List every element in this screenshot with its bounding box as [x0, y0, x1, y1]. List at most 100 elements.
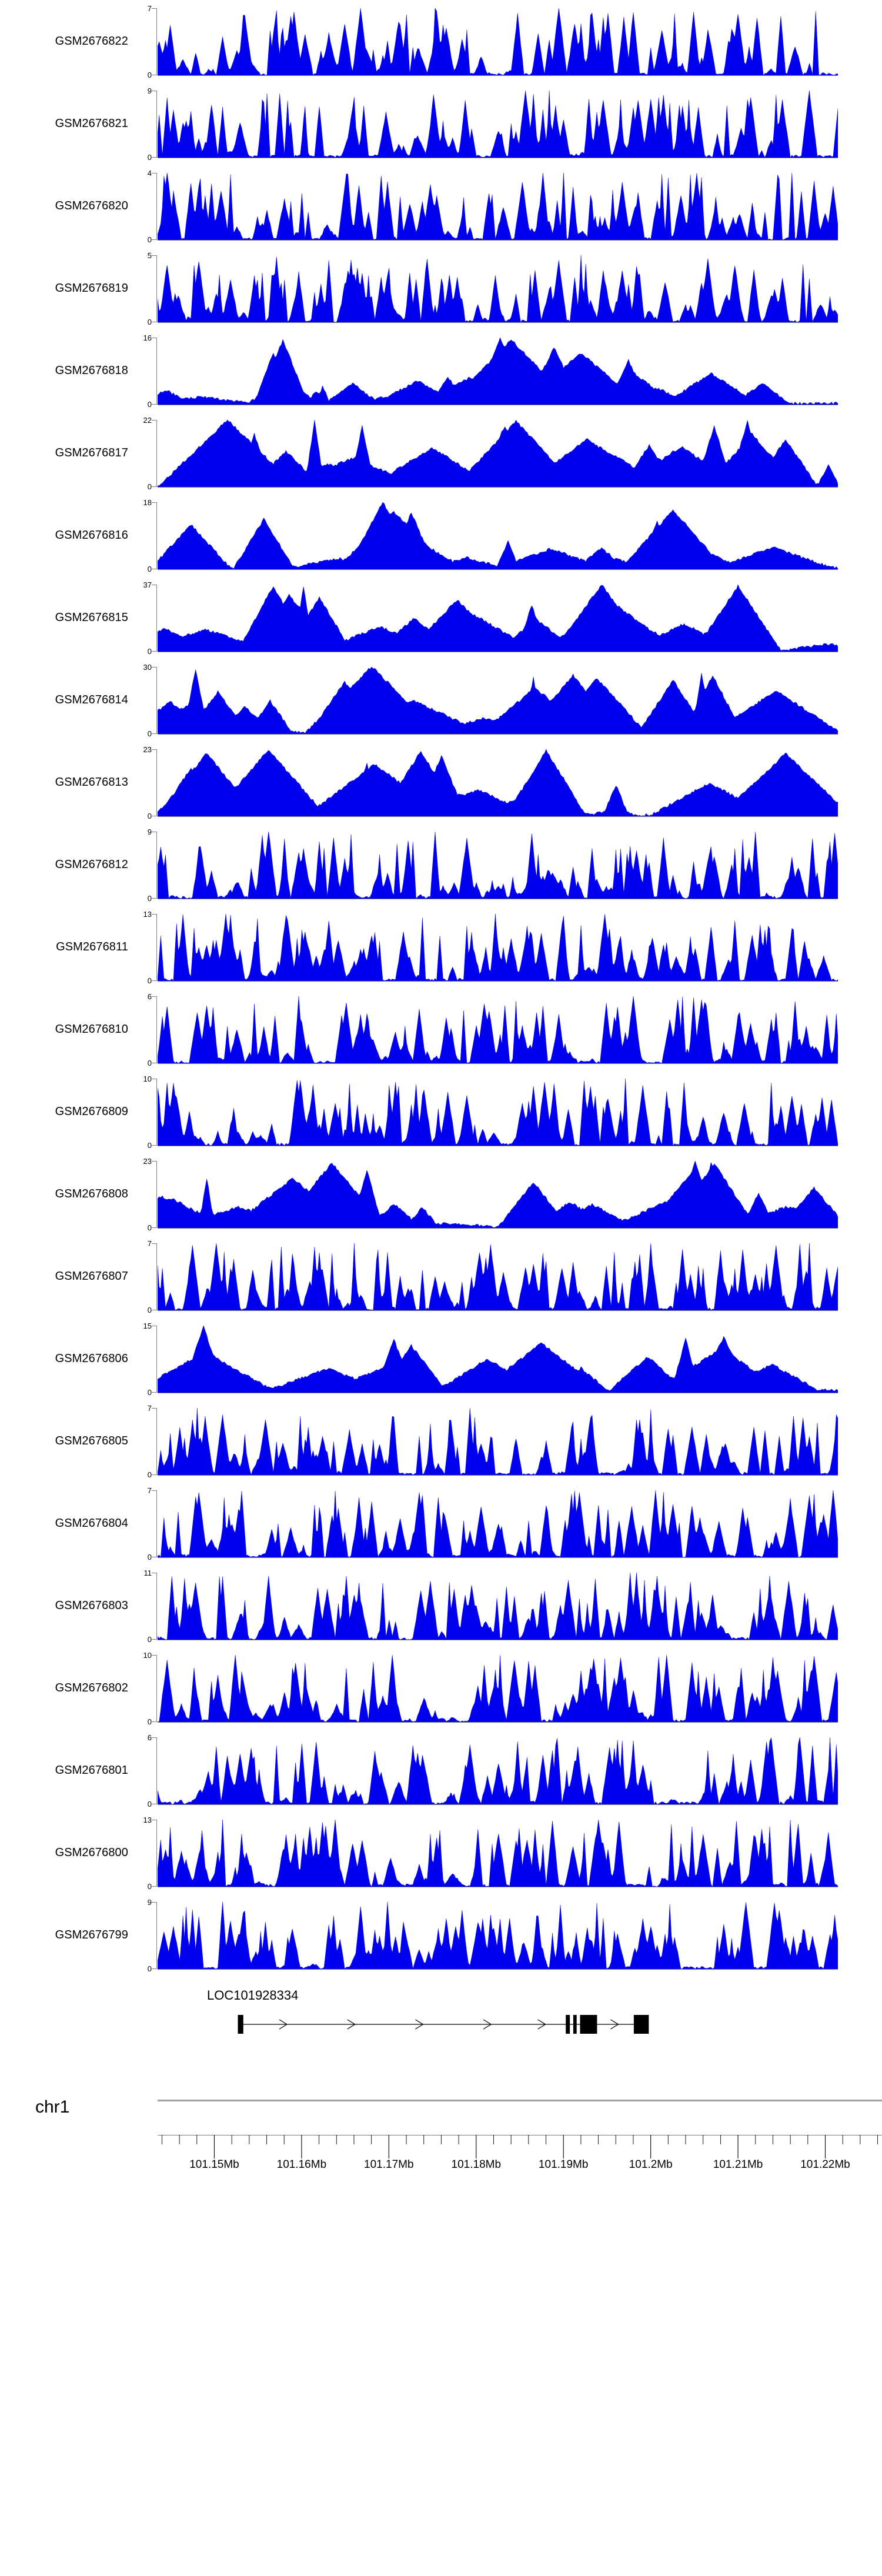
- coverage-track[interactable]: GSM2676803 11 0: [0, 1564, 882, 1647]
- track-axis-line: [156, 832, 157, 899]
- track-label-gsm2676815: GSM2676815: [55, 610, 128, 624]
- track-axis-tick-zero: [152, 157, 157, 158]
- track-ymin-label: 0: [147, 1964, 152, 1973]
- coverage-plot[interactable]: [158, 502, 838, 569]
- coverage-plot[interactable]: [158, 1243, 838, 1310]
- coverage-track[interactable]: GSM2676817 22 0: [0, 412, 882, 494]
- track-ymin-label: 0: [147, 153, 152, 162]
- track-label-gsm2676820: GSM2676820: [55, 199, 128, 212]
- coverage-track[interactable]: GSM2676812 9 0: [0, 823, 882, 906]
- track-ymin-label: 0: [147, 647, 152, 656]
- coverage-plot[interactable]: [158, 1326, 838, 1393]
- coverage-baseline: [158, 1063, 838, 1064]
- axis-coordinate-label: 101.18Mb: [451, 2158, 502, 2171]
- coverage-track[interactable]: GSM2676804 7 0: [0, 1482, 882, 1564]
- coverage-track[interactable]: GSM2676805 7 0: [0, 1400, 882, 1482]
- track-label-gsm2676800: GSM2676800: [55, 1846, 128, 1859]
- track-axis-tick-max: [152, 1655, 157, 1656]
- coverage-plot[interactable]: [158, 420, 838, 487]
- coverage-track[interactable]: GSM2676802 10 0: [0, 1647, 882, 1729]
- track-ymin-label: 0: [147, 318, 152, 326]
- coverage-plot[interactable]: [158, 996, 838, 1063]
- coverage-track[interactable]: GSM2676810 6 0: [0, 988, 882, 1070]
- track-axis-line: [156, 1490, 157, 1557]
- gene-model[interactable]: [158, 2011, 838, 2037]
- coverage-plot[interactable]: [158, 1573, 838, 1640]
- track-label-gsm2676813: GSM2676813: [55, 775, 128, 789]
- coverage-track[interactable]: GSM2676799 9 0: [0, 1894, 882, 1976]
- coverage-track[interactable]: GSM2676814 30 0: [0, 659, 882, 741]
- coverage-track[interactable]: GSM2676807 7 0: [0, 1235, 882, 1317]
- coverage-plot[interactable]: [158, 1079, 838, 1146]
- coverage-plot[interactable]: [158, 255, 838, 322]
- track-axis-tick-max: [152, 255, 157, 256]
- track-axis-line: [156, 420, 157, 487]
- axis-coordinate-label: 101.16Mb: [276, 2158, 327, 2171]
- coverage-track[interactable]: GSM2676818 16 0: [0, 329, 882, 412]
- track-axis-tick-zero: [152, 1227, 157, 1228]
- coverage-plot[interactable]: [158, 1655, 838, 1722]
- track-ymax-label: 9: [147, 827, 152, 836]
- genome-axis-labels: 101.15Mb 101.16Mb 101.17Mb 101.18Mb 101.19Mb…: [158, 2158, 882, 2182]
- track-axis-line: [156, 1243, 157, 1310]
- chromosome-ideogram-bar[interactable]: [158, 2100, 882, 2101]
- track-y-axis: 15 0: [131, 1322, 161, 1396]
- coverage-plot[interactable]: [158, 1737, 838, 1804]
- track-y-axis: 16 0: [131, 334, 161, 409]
- track-axis-tick-zero: [152, 980, 157, 981]
- coverage-plot[interactable]: [158, 1408, 838, 1475]
- coverage-plot[interactable]: [158, 338, 838, 405]
- coverage-baseline: [158, 981, 838, 982]
- coverage-plot[interactable]: [158, 91, 838, 158]
- track-ymin-label: 0: [147, 400, 152, 409]
- track-axis-line: [156, 749, 157, 816]
- track-axis-line: [156, 255, 157, 322]
- track-ymin-label: 0: [147, 976, 152, 985]
- coverage-plot[interactable]: [158, 914, 838, 981]
- coverage-track[interactable]: GSM2676809 10 0: [0, 1070, 882, 1153]
- coverage-plot[interactable]: [158, 8, 838, 75]
- track-label-gsm2676818: GSM2676818: [55, 363, 128, 377]
- coverage-track[interactable]: GSM2676811 13 0: [0, 906, 882, 988]
- track-axis-line: [156, 1655, 157, 1722]
- coverage-track[interactable]: GSM2676800 13 0: [0, 1811, 882, 1894]
- genome-axis-ticks: [158, 2135, 882, 2158]
- track-ymin-label: 0: [147, 894, 152, 903]
- track-label-gsm2676801: GSM2676801: [55, 1763, 128, 1777]
- track-ymax-label: 18: [143, 498, 152, 507]
- coverage-track[interactable]: GSM2676822 7 0: [0, 0, 882, 82]
- coverage-plot[interactable]: [158, 749, 838, 816]
- coverage-track[interactable]: GSM2676806 15 0: [0, 1317, 882, 1400]
- coverage-track[interactable]: GSM2676813 23 0: [0, 741, 882, 823]
- axis-coordinate-label: 101.19Mb: [538, 2158, 589, 2171]
- coverage-plot[interactable]: [158, 1820, 838, 1887]
- coverage-plot[interactable]: [158, 1902, 838, 1969]
- coverage-track[interactable]: GSM2676801 6 0: [0, 1729, 882, 1811]
- axis-coordinate-label: 101.22Mb: [800, 2158, 850, 2171]
- coverage-track[interactable]: GSM2676821 9 0: [0, 82, 882, 165]
- coverage-plot[interactable]: [158, 1161, 838, 1228]
- track-axis-tick-max: [152, 996, 157, 997]
- coverage-track[interactable]: GSM2676819 5 0: [0, 247, 882, 329]
- coverage-track[interactable]: GSM2676815 37 0: [0, 576, 882, 659]
- coverage-plot[interactable]: [158, 585, 838, 652]
- coverage-track[interactable]: GSM2676816 18 0: [0, 494, 882, 576]
- coverage-baseline: [158, 322, 838, 323]
- coverage-plot[interactable]: [158, 1490, 838, 1557]
- coverage-track[interactable]: GSM2676820 4 0: [0, 165, 882, 247]
- coverage-plot[interactable]: [158, 832, 838, 899]
- track-label-gsm2676814: GSM2676814: [55, 693, 128, 706]
- coverage-plot[interactable]: [158, 667, 838, 734]
- coverage-track[interactable]: GSM2676808 23 0: [0, 1153, 882, 1235]
- coverage-plot[interactable]: [158, 173, 838, 240]
- coverage-baseline: [158, 1310, 838, 1311]
- track-axis-tick-zero: [152, 404, 157, 405]
- track-ymin-label: 0: [147, 1223, 152, 1232]
- track-y-axis: 10 0: [131, 1075, 161, 1149]
- track-label-gsm2676802: GSM2676802: [55, 1681, 128, 1694]
- track-ymin-label: 0: [147, 1470, 152, 1479]
- track-ymax-label: 30: [143, 663, 152, 672]
